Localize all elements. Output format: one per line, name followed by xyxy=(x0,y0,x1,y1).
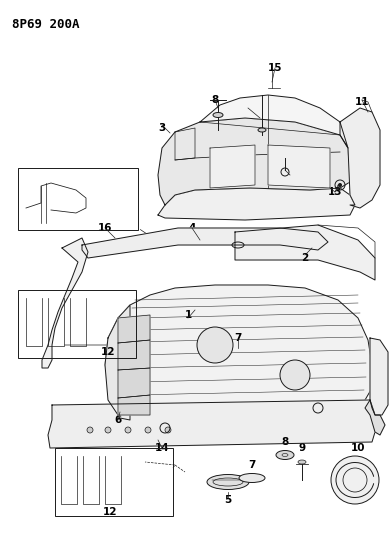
Polygon shape xyxy=(82,228,328,258)
Text: 11: 11 xyxy=(355,97,369,107)
Text: 5: 5 xyxy=(224,495,232,505)
Ellipse shape xyxy=(213,112,223,117)
Text: 12: 12 xyxy=(101,347,115,357)
Circle shape xyxy=(338,183,342,187)
Text: 6: 6 xyxy=(114,415,122,425)
Text: 13: 13 xyxy=(328,187,342,197)
Text: 1: 1 xyxy=(184,310,192,320)
Polygon shape xyxy=(158,188,355,220)
Text: 14: 14 xyxy=(155,443,169,453)
Polygon shape xyxy=(48,400,375,448)
Circle shape xyxy=(87,427,93,433)
Ellipse shape xyxy=(207,474,249,489)
Text: 15: 15 xyxy=(268,63,282,73)
Circle shape xyxy=(331,456,379,504)
Text: 7: 7 xyxy=(248,460,256,470)
Text: 8: 8 xyxy=(281,437,289,447)
Polygon shape xyxy=(118,368,150,398)
Text: 10: 10 xyxy=(351,443,365,453)
Polygon shape xyxy=(118,395,150,415)
Circle shape xyxy=(165,427,171,433)
Circle shape xyxy=(145,427,151,433)
Polygon shape xyxy=(210,145,255,188)
Polygon shape xyxy=(118,315,150,343)
Bar xyxy=(18,168,138,230)
Bar xyxy=(55,448,173,516)
Text: 16: 16 xyxy=(98,223,112,233)
Text: 3: 3 xyxy=(158,123,166,133)
Text: 12: 12 xyxy=(103,507,117,517)
Ellipse shape xyxy=(239,473,265,482)
Text: 2: 2 xyxy=(301,253,309,263)
Polygon shape xyxy=(118,340,150,370)
Polygon shape xyxy=(235,225,375,280)
Text: 9: 9 xyxy=(298,443,305,453)
Text: 4: 4 xyxy=(188,223,196,233)
Text: 5: 5 xyxy=(224,475,232,485)
Polygon shape xyxy=(340,108,380,208)
Circle shape xyxy=(197,327,233,363)
Polygon shape xyxy=(42,238,88,368)
Text: 10: 10 xyxy=(283,170,297,180)
Text: 9: 9 xyxy=(245,105,252,115)
Polygon shape xyxy=(105,305,130,420)
Polygon shape xyxy=(158,118,350,205)
Polygon shape xyxy=(200,95,348,148)
Text: 7: 7 xyxy=(234,333,242,343)
Bar xyxy=(18,290,136,358)
Circle shape xyxy=(280,360,310,390)
Polygon shape xyxy=(370,338,388,415)
Ellipse shape xyxy=(298,460,306,464)
Text: 8P69 200A: 8P69 200A xyxy=(12,18,80,31)
Ellipse shape xyxy=(258,128,266,132)
Polygon shape xyxy=(105,285,372,418)
Circle shape xyxy=(125,427,131,433)
Polygon shape xyxy=(365,400,385,435)
Text: 8: 8 xyxy=(211,95,219,105)
Polygon shape xyxy=(268,145,330,188)
Circle shape xyxy=(105,427,111,433)
Ellipse shape xyxy=(276,450,294,459)
